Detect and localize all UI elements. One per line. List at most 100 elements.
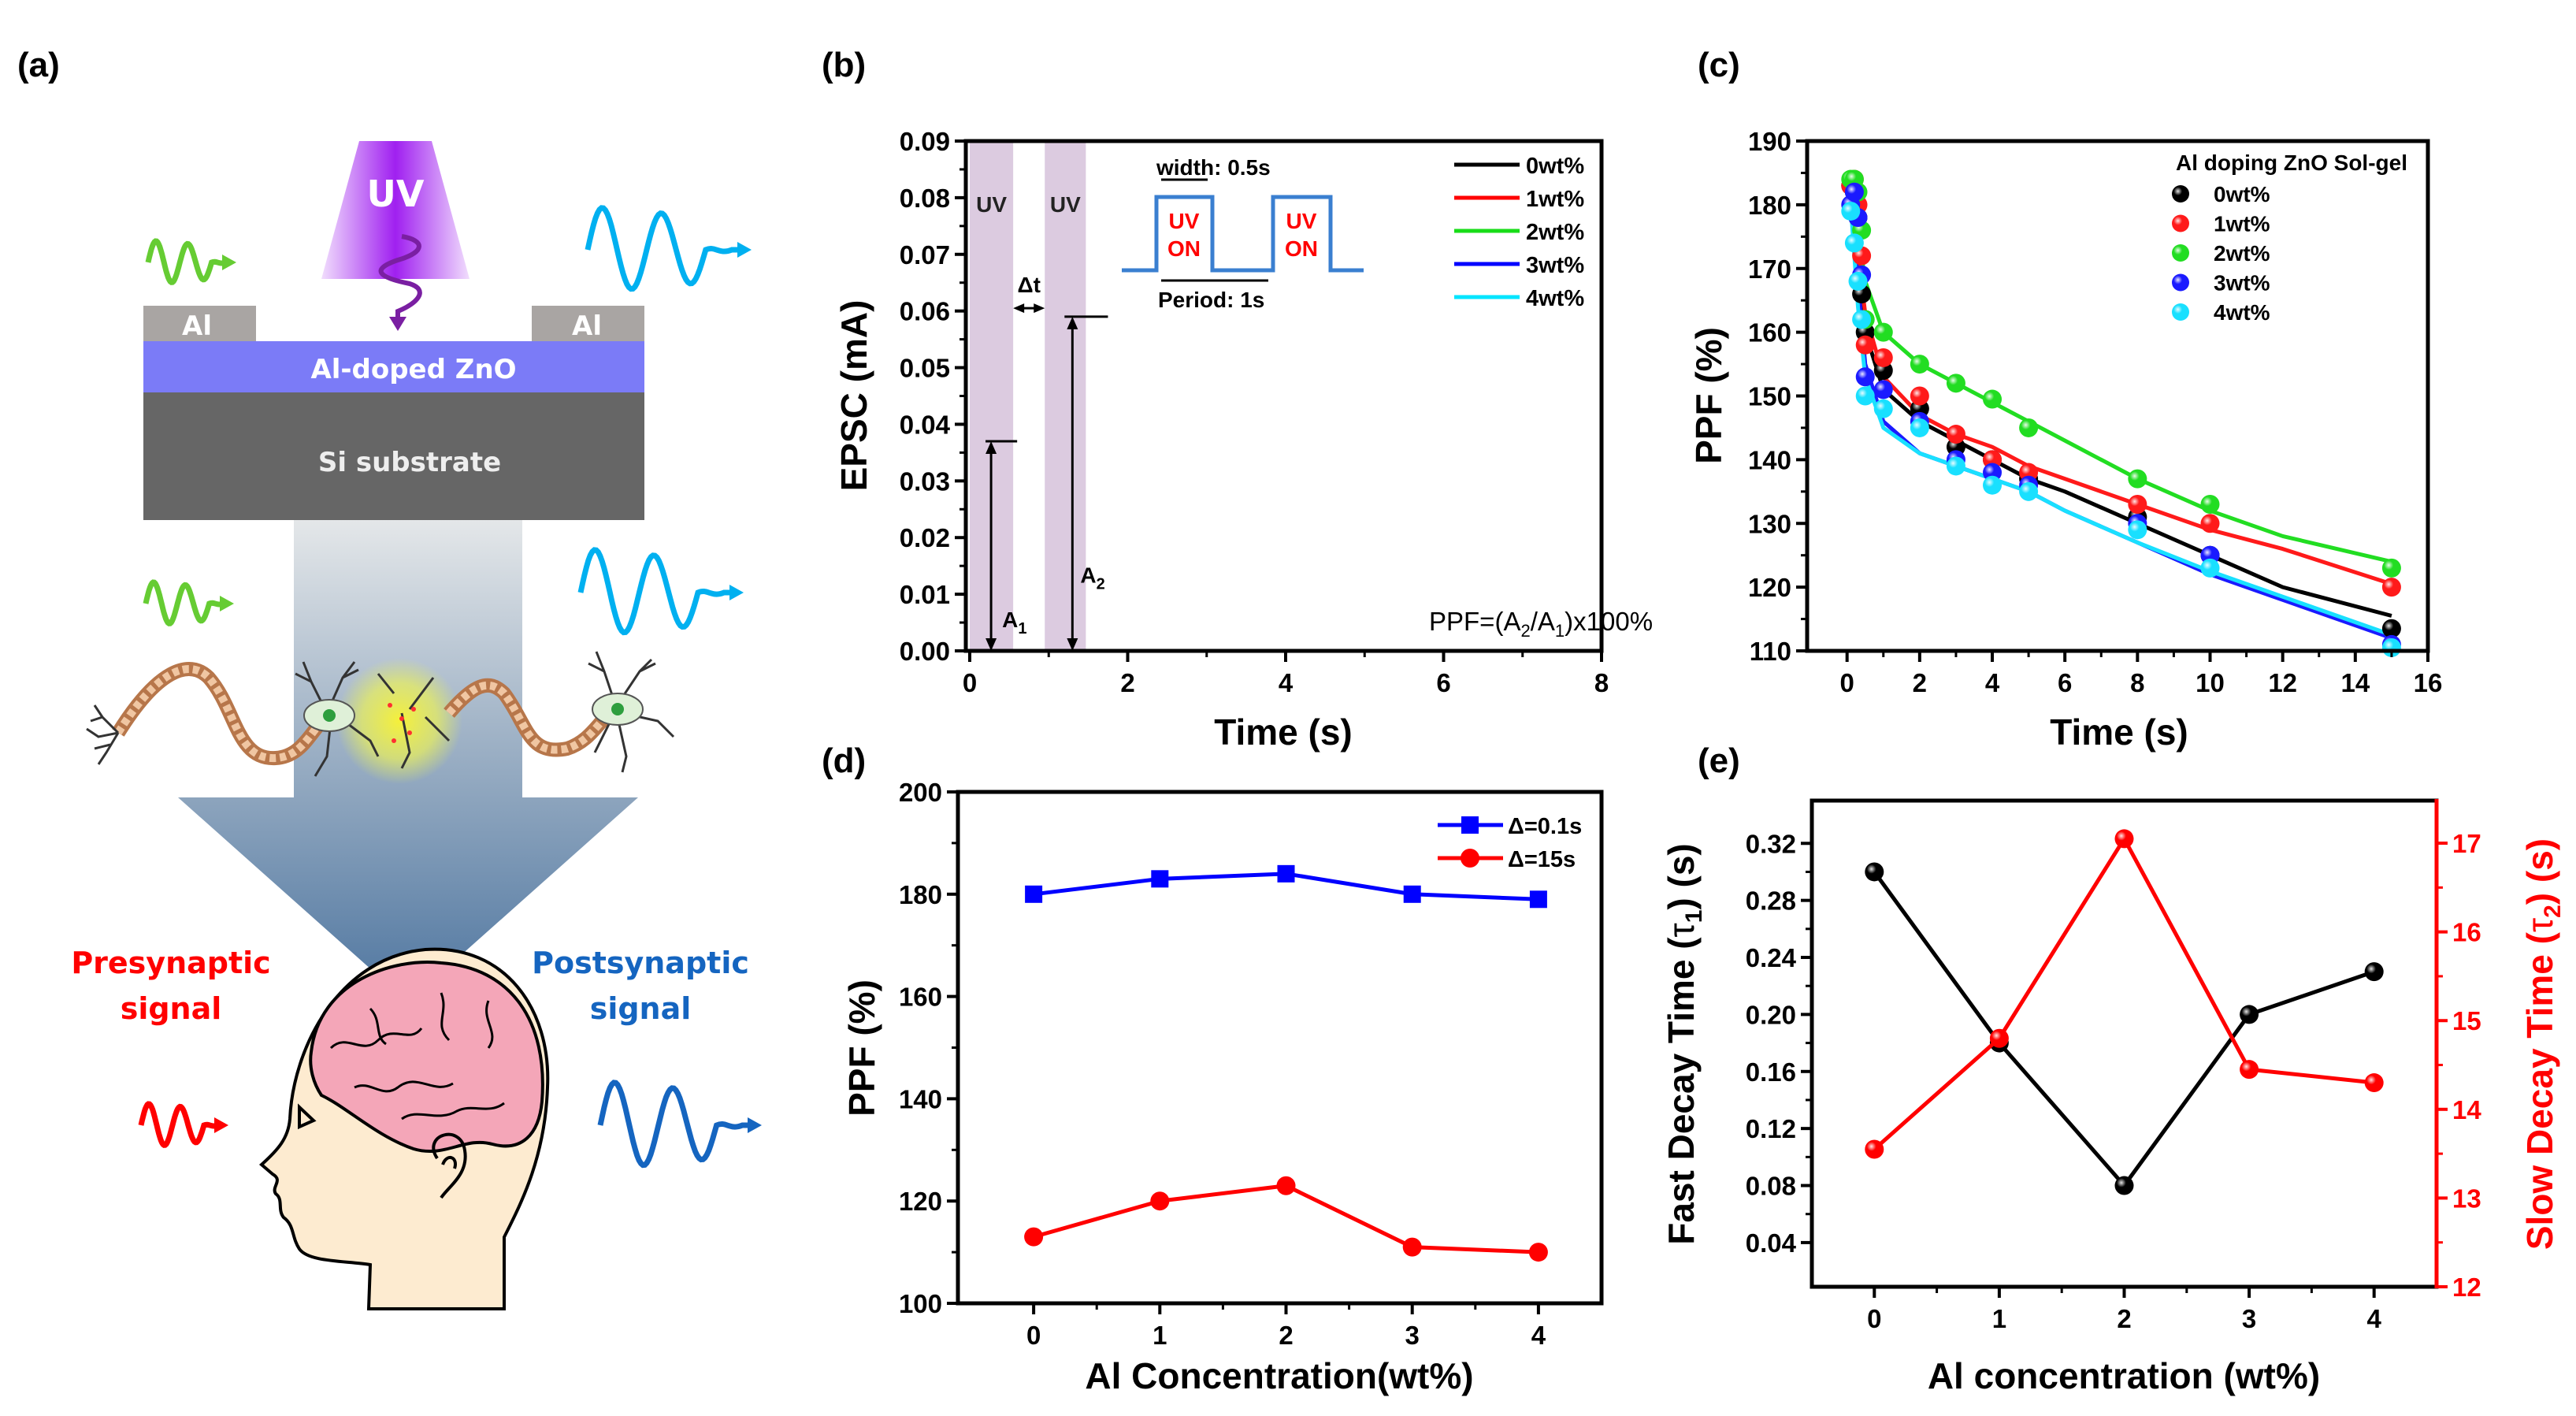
legend-label: 1wt% [1526, 187, 1584, 212]
postsynaptic-wave-icon-arrowhead-icon [748, 1117, 762, 1133]
data-point [1150, 1191, 1170, 1211]
arrowhead-icon [1013, 303, 1025, 314]
series-line-left [1873, 870, 2375, 1189]
formula-part: 2 [1520, 621, 1530, 641]
chart-ppf-vs-time: Al doping ZnO Sol-gel 0wt% 1wt% 2wt% 3wt% 4wt… [1688, 127, 2442, 753]
legend-marker-highlight [2172, 185, 2189, 203]
data-point-highlight [2381, 578, 2401, 597]
data-point-highlight [1946, 374, 1965, 393]
uv-photon-arrowhead-icon [389, 317, 406, 331]
data-point-highlight [2381, 558, 2401, 578]
y-tick-label: 0.20 [1746, 1000, 1796, 1029]
electrode-left [143, 306, 256, 341]
y-tick-label: 0.01 [900, 580, 950, 609]
data-point-highlight [1855, 386, 1875, 406]
neuron-network-illustration [86, 651, 675, 784]
x-axis-title: Al concentration (wt%) [1928, 1355, 2320, 1396]
legend-label: 1wt% [2214, 212, 2270, 236]
data-point-highlight [1910, 418, 1929, 437]
data-point-highlight [1841, 201, 1861, 221]
data-point-highlight [2200, 494, 2220, 514]
data-point-highlight [1865, 862, 1884, 882]
data-point-highlight [2114, 829, 2134, 849]
data-point-highlight [1983, 389, 2003, 409]
y-tick-label: 0.16 [1746, 1057, 1796, 1087]
y-tick-label: 130 [1748, 509, 1791, 538]
axon-left-myelin [114, 664, 330, 763]
x-tick-label: 14 [2340, 668, 2370, 697]
a2-subscript: 2 [1097, 576, 1105, 593]
x-tick-label: 2 [1913, 668, 1927, 697]
axis-title-part: 1 [1681, 910, 1707, 924]
data-point-highlight [2240, 1060, 2259, 1080]
y-tick-label: 160 [899, 983, 942, 1012]
x-tick-label: 6 [1436, 668, 1450, 697]
x-tick-label: 0 [1840, 668, 1854, 697]
data-point-highlight [2364, 1073, 2384, 1093]
pulse-label-uv: UV [1286, 209, 1317, 233]
a1-label: A1 [1002, 608, 1026, 637]
pulse-label-on: ON [1285, 236, 1318, 261]
data-point-highlight [1844, 233, 1864, 253]
legend-marker-highlight [2172, 214, 2189, 232]
y-tick-label: 0.02 [900, 523, 950, 552]
y-axis-title: PPF (%) [841, 979, 882, 1117]
uv-window-label: UV [1050, 192, 1081, 217]
data-point-highlight [1865, 1139, 1884, 1159]
panel-a-schematic: UV Al Al Al-doped ZnO Si substrate [71, 141, 762, 1310]
y-axis-title: PPF (%) [1688, 327, 1729, 464]
fit-curve-2wt% [1848, 179, 2392, 564]
dendrites [86, 651, 675, 777]
y-right-tick-label: 16 [2452, 918, 2481, 947]
output-wave-icon [577, 547, 734, 636]
y-tick-label: 170 [1748, 255, 1791, 284]
legend-marker-highlight [2172, 303, 2189, 321]
si-substrate-label: Si substrate [318, 447, 501, 478]
a2-letter: A [1080, 563, 1096, 588]
neuron-nucleus [611, 703, 624, 715]
data-point-highlight [2114, 1176, 2134, 1195]
x-tick-label: 16 [2414, 668, 2443, 697]
y-tick-label: 0.09 [900, 127, 950, 156]
delta-t-label: Δt [1017, 273, 1040, 297]
a1-letter: A [1002, 608, 1018, 632]
data-point-highlight [1873, 347, 1893, 367]
data-point-highlight [2240, 1005, 2259, 1024]
postsynaptic-label-line2: signal [590, 991, 692, 1026]
data-point-highlight [2364, 962, 2384, 982]
data-point [1277, 864, 1295, 883]
legend-label: 2wt% [1526, 220, 1584, 245]
data-point-highlight [2019, 418, 2039, 437]
legend-label: 4wt% [1526, 286, 1584, 311]
data-point-highlight [1983, 475, 2003, 495]
output-wave-icon-arrowhead-icon [729, 585, 744, 600]
input-wave-icon [143, 579, 225, 626]
uv-lamp-beam [321, 141, 470, 279]
x-tick-label: 4 [1531, 1321, 1546, 1350]
arrowhead-icon [1067, 316, 1078, 329]
y-tick-label: 0.04 [1746, 1228, 1797, 1258]
zno-layer [143, 341, 644, 392]
y-right-tick-label: 12 [2452, 1273, 2481, 1302]
output-wave-icon [585, 205, 742, 292]
brain [309, 961, 544, 1154]
data-point-highlight [2019, 481, 2039, 501]
a1-subscript: 1 [1018, 620, 1026, 637]
data-point-highlight [2128, 469, 2147, 489]
data-point-highlight [1910, 355, 1929, 374]
x-tick-label: 8 [2130, 668, 2144, 697]
y-axis-title-right: Slow Decay Time (τ2) (s) [2519, 838, 2566, 1250]
legend-label: 4wt% [2214, 300, 2270, 325]
a2-label: A2 [1080, 563, 1104, 593]
inset-period-label: Period: 1s [1158, 288, 1264, 312]
panel-label-e: (e) [1698, 741, 1740, 780]
si-substrate [143, 392, 644, 520]
y-tick-label: 0.00 [900, 637, 950, 666]
presynaptic-label: Presynaptic [71, 946, 270, 980]
y-tick-label: 0.12 [1746, 1114, 1796, 1143]
data-point [1529, 890, 1547, 909]
data-point-highlight [1873, 380, 1893, 400]
pulse-label-uv: UV [1169, 209, 1200, 233]
uv-photon-arrow-icon [378, 234, 422, 323]
